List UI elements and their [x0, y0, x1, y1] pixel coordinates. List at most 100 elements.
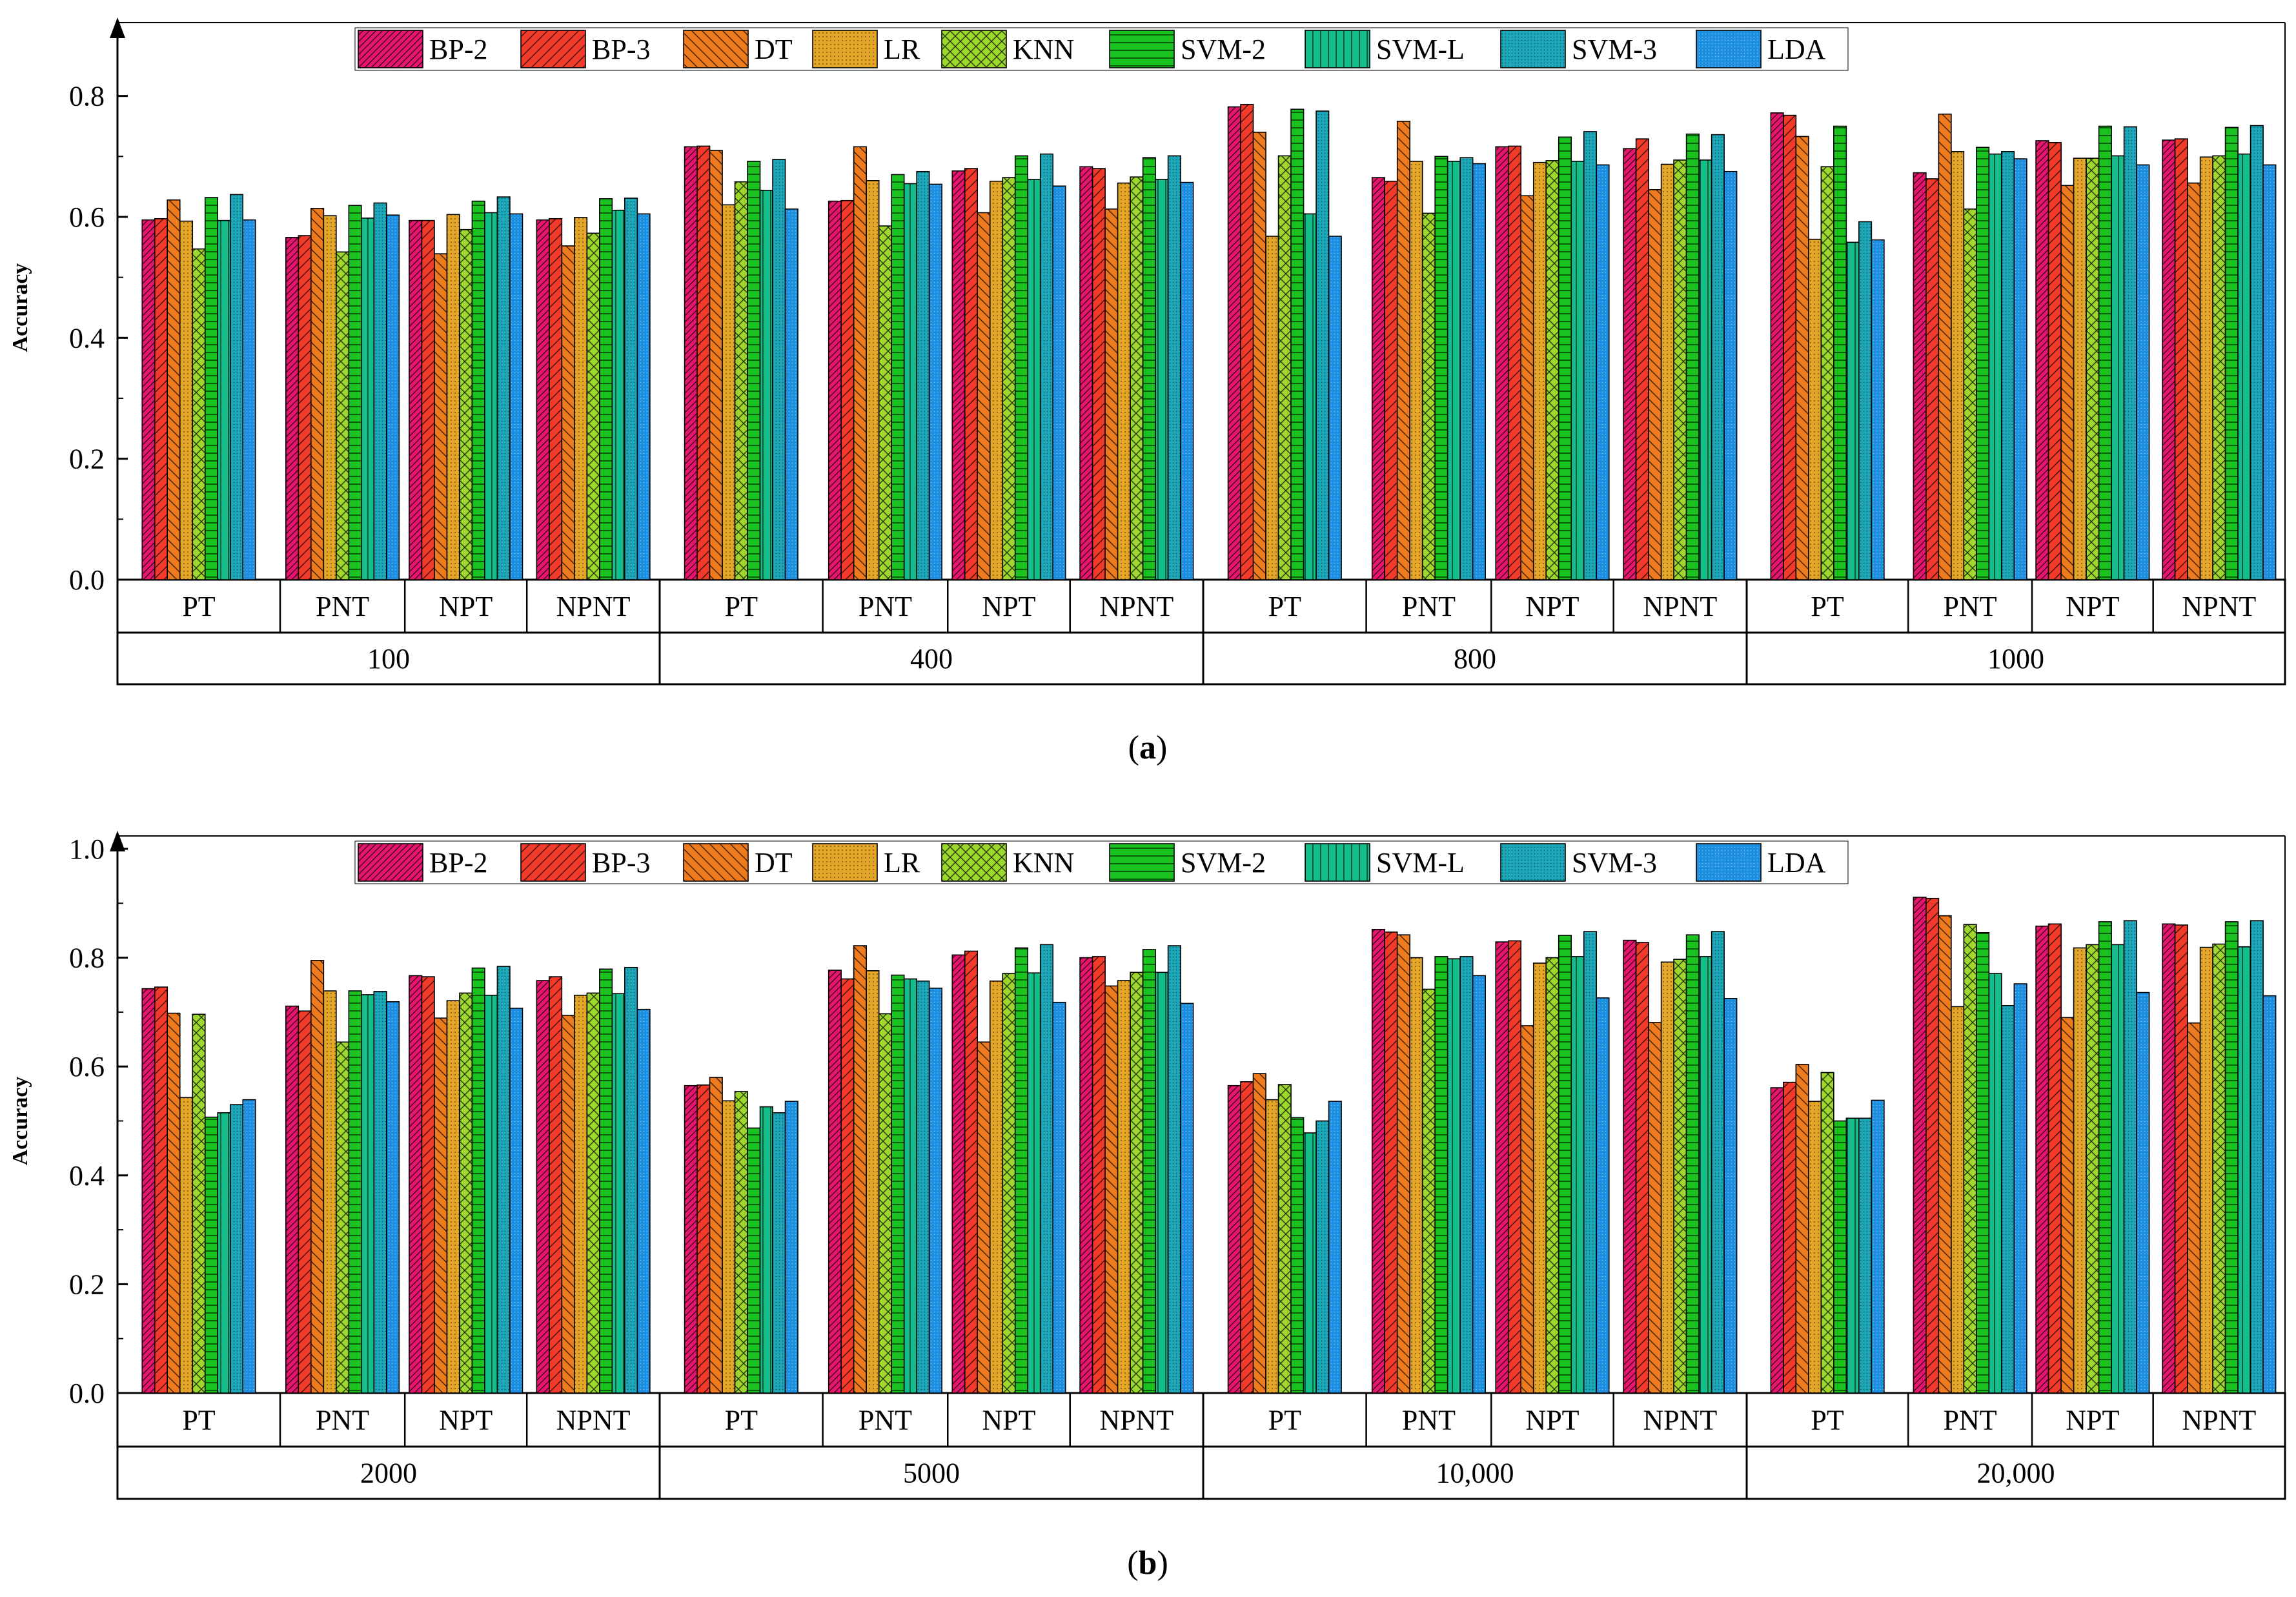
y-tick-label: 0.4: [69, 322, 105, 354]
legend-label-svm2: SVM-2: [1181, 847, 1266, 879]
bar-knn: KNN 20,000 PNT: 0.861: [1963, 924, 1977, 1394]
bar-bp2: BP-2 800 NPNT: 0.713: [1623, 148, 1637, 580]
bar-lda: LDA 400 NPT: 0.651: [1052, 185, 1066, 580]
legend-item-dt: DT: [683, 30, 793, 68]
bar-svm3: SVM-3 5000 NPT: 0.824: [1039, 944, 1054, 1394]
bar-svm2: SVM-2 100 NPNT: 0.63: [599, 198, 613, 580]
subgroup-label: NPT: [982, 1405, 1035, 1436]
bar-svml: SVM-L 20,000 PT: 0.505: [1845, 1117, 1860, 1394]
bar-svm3: SVM-3 800 NPNT: 0.736: [1711, 134, 1725, 580]
bar-svml: SVM-L 1000 NPNT: 0.704: [2237, 153, 2251, 580]
legend-label-lda: LDA: [1767, 34, 1826, 65]
bar-lda: LDA 10,000 PNT: 0.767: [1472, 975, 1486, 1394]
bar-bp3: BP-3 5000 PNT: 0.761: [840, 978, 855, 1394]
bar-svml: SVM-L 2000 NPNT: 0.734: [611, 993, 625, 1394]
legend-label-dt: DT: [755, 847, 793, 879]
bar-lda: LDA 800 PNT: 0.688: [1472, 163, 1486, 580]
group-label: 2000: [360, 1458, 417, 1489]
bar-svm2: SVM-2 400 PT: 0.692: [747, 161, 761, 580]
bar-knn: KNN 100 NPNT: 0.573: [586, 232, 600, 580]
bar-lda: LDA 400 NPNT: 0.657: [1180, 181, 1194, 580]
bar-knn: KNN 5000 NPNT: 0.773: [1130, 971, 1144, 1394]
bar-bp2: BP-2 400 PNT: 0.626: [828, 200, 842, 580]
subgroup-label: NPNT: [1099, 1405, 1173, 1436]
subgroup-label: NPNT: [2182, 1405, 2256, 1436]
bar-knn: KNN 2000 NPT: 0.735: [459, 992, 473, 1394]
bar-svm2: SVM-2 10,000 PT: 0.506: [1290, 1117, 1305, 1394]
bar-knn: KNN 1000 PT: 0.683: [1820, 166, 1834, 580]
bar-dt: DT 10,000 PNT: 0.842: [1396, 934, 1410, 1394]
bar-lda: LDA 20,000 NPT: 0.736: [2136, 992, 2150, 1394]
bar-svm2: SVM-2 10,000 NPNT: 0.842: [1685, 934, 1700, 1394]
bar-lr: LR 1000 PNT: 0.708: [1951, 151, 1965, 580]
bar-svm2: SVM-2 20,000 PNT: 0.846: [1976, 932, 1990, 1394]
bar-knn: KNN 400 PNT: 0.585: [878, 225, 892, 580]
legend-swatch-svm2: [1109, 30, 1175, 68]
legend-swatch-lr: [812, 30, 878, 68]
bar-lr: LR 5000 NPT: 0.757: [989, 981, 1004, 1394]
subgroup-label: PT: [1811, 1405, 1844, 1436]
bar-dt: DT 400 NPT: 0.607: [977, 212, 991, 580]
subgroup-label: PT: [182, 1405, 215, 1436]
bar-bp3: BP-3 10,000 PNT: 0.847: [1384, 931, 1398, 1394]
legend-label-bp3: BP-3: [592, 34, 650, 65]
bar-bp2: BP-2 800 NPT: 0.716: [1495, 146, 1509, 580]
bar-svm2: SVM-2 10,000 PNT: 0.802: [1434, 956, 1448, 1394]
bar-dt: DT 20,000 PNT: 0.877: [1938, 915, 1952, 1394]
subgroup-label: PNT: [1402, 591, 1456, 622]
bar-knn: KNN 2000 NPNT: 0.735: [586, 992, 600, 1394]
y-tick-label: 0.4: [69, 1160, 105, 1192]
bar-knn: KNN 5000 NPT: 0.771: [1002, 973, 1016, 1394]
bar-lr: LR 2000 PNT: 0.739: [323, 990, 337, 1394]
bar-lr: LR 1000 PT: 0.563: [1808, 238, 1822, 580]
legend-swatch-lda: [1696, 843, 1762, 882]
bar-lr: LR 100 NPT: 0.604: [446, 214, 460, 580]
bar-dt: DT 800 PNT: 0.758: [1396, 121, 1410, 580]
bar-dt: DT 10,000 PT: 0.587: [1252, 1073, 1266, 1394]
bar-lda: LDA 2000 NPNT: 0.705: [636, 1008, 651, 1394]
bar-bp2: BP-2 5000 NPNT: 0.8: [1079, 957, 1093, 1394]
bar-bp3: BP-3 5000 NPT: 0.812: [964, 950, 979, 1394]
legend-swatch-svml: [1305, 843, 1370, 882]
bar-dt: DT 2000 NPT: 0.689: [434, 1017, 448, 1394]
bar-lr: LR 400 NPNT: 0.656: [1117, 182, 1131, 580]
subgroup-label: NPNT: [1099, 591, 1173, 622]
bar-svm3: SVM-3 20,000 NPT: 0.868: [2123, 920, 2137, 1394]
legend-swatch-svml: [1305, 30, 1370, 68]
legend-label-knn: KNN: [1013, 34, 1074, 65]
legend-item-knn: KNN: [941, 30, 1074, 68]
bar-svml: SVM-L 1000 PT: 0.558: [1845, 241, 1860, 580]
y-axis-label: Accuracy: [8, 263, 32, 352]
legend-label-lr: LR: [884, 847, 920, 879]
bar-dt: DT 800 PT: 0.74: [1252, 132, 1266, 580]
legend-label-svm2: SVM-2: [1181, 34, 1266, 65]
bar-bp2: BP-2 400 NPNT: 0.683: [1079, 166, 1093, 580]
bar-bp3: BP-3 2000 PT: 0.746: [154, 986, 168, 1394]
bar-lda: LDA 10,000 NPNT: 0.725: [1723, 998, 1738, 1394]
bar-svm3: SVM-3 20,000 PNT: 0.712: [2001, 1004, 2015, 1394]
bar-bp3: BP-3 20,000 PNT: 0.909: [1925, 897, 1940, 1394]
bar-svm2: SVM-2 400 NPT: 0.701: [1014, 155, 1029, 580]
bar-bp2: BP-2 100 NPT: 0.594: [409, 219, 423, 580]
group-label: 800: [1454, 643, 1496, 675]
subgroup-label: NPT: [439, 591, 493, 622]
bar-svm2: SVM-2 1000 PNT: 0.715: [1976, 147, 1990, 580]
bar-svm3: SVM-3 1000 NPNT: 0.751: [2250, 125, 2264, 580]
bar-knn: KNN 2000 PT: 0.696: [192, 1013, 206, 1394]
bar-svm2: SVM-2 1000 NPNT: 0.748: [2224, 127, 2239, 580]
bar-bp2: BP-2 20,000 NPT: 0.858: [2035, 925, 2049, 1394]
bar-svm2: SVM-2 400 NPNT: 0.698: [1142, 157, 1156, 580]
bar-lr: LR 1000 NPT: 0.697: [2073, 158, 2087, 580]
bar-svm3: SVM-3 400 PNT: 0.675: [916, 170, 930, 580]
bar-lda: LDA 1000 PNT: 0.696: [2013, 158, 2027, 580]
bar-svm2: SVM-2 20,000 NPNT: 0.866: [2224, 921, 2239, 1394]
bar-svm2: SVM-2 2000 NPNT: 0.779: [599, 968, 613, 1394]
bar-bp2: BP-2 10,000 PNT: 0.852: [1371, 928, 1385, 1394]
bar-lr: LR 1000 NPNT: 0.699: [2199, 156, 2213, 580]
bar-svml: SVM-L 800 PNT: 0.692: [1447, 161, 1461, 580]
group-label: 10,000: [1436, 1458, 1514, 1489]
bar-lr: LR 2000 NPNT: 0.731: [574, 994, 588, 1394]
bar-svm3: SVM-3 20,000 NPNT: 0.868: [2250, 920, 2264, 1394]
bar-lda: LDA 800 NPT: 0.686: [1596, 164, 1610, 580]
bar-bp2: BP-2 10,000 NPNT: 0.832: [1623, 939, 1637, 1394]
